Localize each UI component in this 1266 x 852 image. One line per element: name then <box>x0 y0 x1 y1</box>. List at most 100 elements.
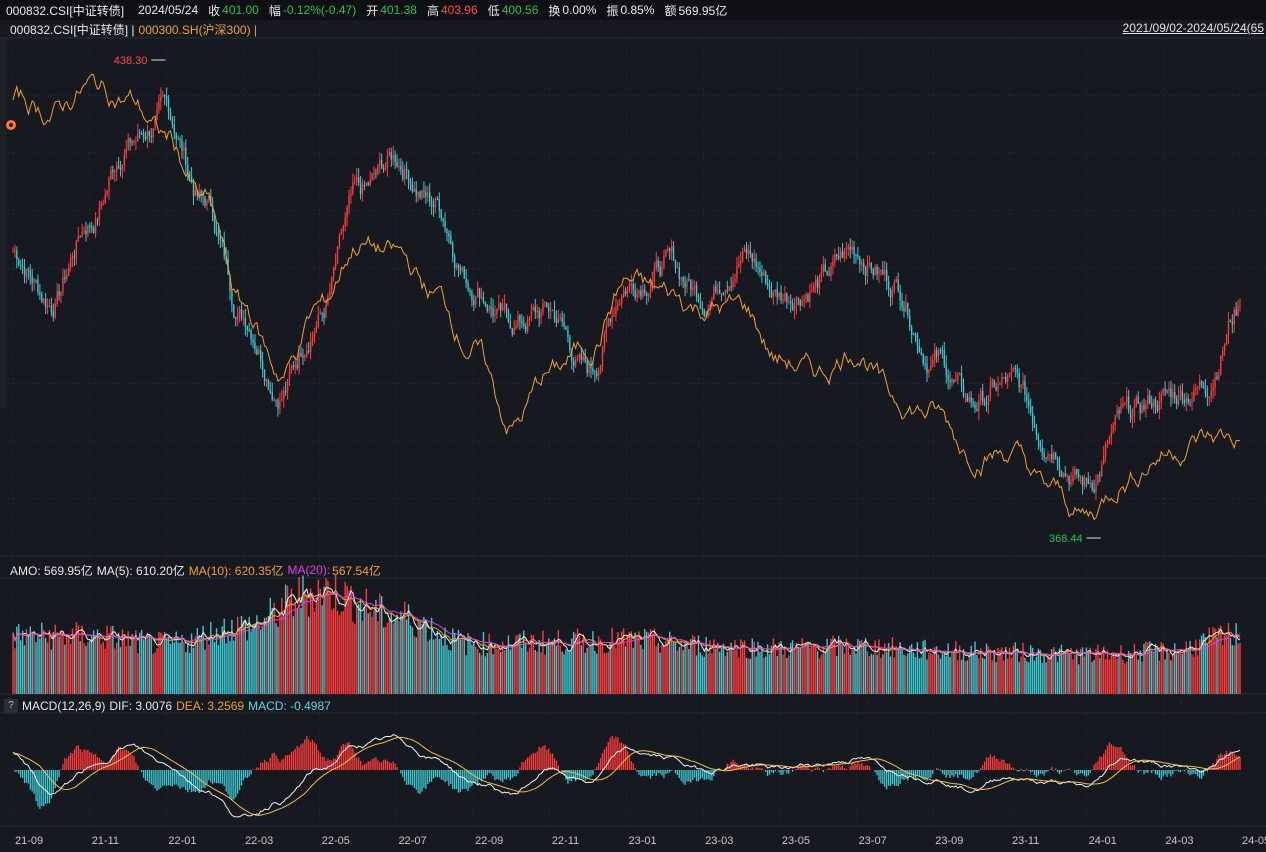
amo-bar <box>788 655 790 694</box>
candle-body <box>173 124 175 134</box>
date-range[interactable]: 2021/09/02-2024/05/24(65 <box>1122 21 1264 35</box>
candle-body <box>260 350 262 361</box>
amo-bar <box>473 641 475 694</box>
x-tick-label: 24-03 <box>1165 835 1193 847</box>
amo-bar <box>1175 654 1178 694</box>
amo-bar <box>315 600 318 694</box>
compare-line <box>12 73 1241 521</box>
candle-body <box>1016 369 1018 373</box>
amo-bar <box>413 636 416 694</box>
amplitude-value: 0.85% <box>620 3 655 17</box>
candle-body <box>448 233 450 237</box>
amo-bar <box>1172 654 1174 694</box>
amo-bar <box>1160 642 1162 694</box>
amo-bar <box>766 644 769 694</box>
candle-body <box>304 355 306 358</box>
candle-body <box>1012 367 1015 369</box>
candle-body <box>421 190 423 198</box>
dea-line <box>12 736 1241 816</box>
candle-body <box>148 131 151 137</box>
candle-body <box>64 277 66 280</box>
amo-bar <box>154 652 156 694</box>
security-code[interactable]: 000832.CSI[中证转债] <box>6 3 125 18</box>
candle-body <box>553 310 556 320</box>
amo-bar <box>1164 659 1166 694</box>
candle-body <box>909 315 911 328</box>
amo-bar <box>576 628 579 694</box>
candle-body <box>645 293 648 297</box>
amo-bar <box>1093 659 1095 694</box>
amo-bar <box>582 634 584 694</box>
amo-bar <box>951 652 953 694</box>
amo-bar <box>1183 649 1186 694</box>
candlestick-series <box>12 87 1241 501</box>
amo-bar <box>830 639 832 694</box>
amo-bar <box>874 640 876 694</box>
amount-value: 569.95亿 <box>678 3 728 18</box>
amo-bar <box>229 641 231 694</box>
amo-bar <box>332 608 335 694</box>
amo-bar <box>463 636 465 694</box>
amo-bar <box>181 634 183 694</box>
candle-body <box>763 271 765 276</box>
candle-body <box>25 269 28 277</box>
amo-bar <box>323 586 325 694</box>
candle-body <box>651 281 654 290</box>
amo-bar <box>1223 635 1226 694</box>
primary-series-label[interactable]: 000832.CSI[中证转债] | <box>10 22 135 37</box>
candle-body <box>962 385 965 396</box>
amo-bar <box>417 619 419 694</box>
amo-bar <box>682 650 684 694</box>
amo-bar <box>69 643 72 694</box>
candle-body <box>185 147 187 165</box>
candle-body <box>574 359 577 366</box>
amo-bar <box>325 578 327 694</box>
amo-bar <box>930 653 932 694</box>
candle-body <box>899 290 901 301</box>
amo-bar <box>160 632 162 694</box>
candle-body <box>1014 367 1017 370</box>
candle-body <box>793 306 796 311</box>
candle-body <box>461 266 464 271</box>
amount-label: 额 <box>664 3 677 18</box>
candle-body <box>1239 306 1241 308</box>
amo-bar <box>91 636 93 694</box>
amo-bar <box>989 649 992 694</box>
amo-bar <box>1177 650 1180 694</box>
candle-body <box>31 275 33 283</box>
amo-bar <box>492 654 494 694</box>
amo-bar <box>169 644 172 694</box>
amo-bar <box>1187 649 1189 694</box>
amo-bar <box>507 635 510 694</box>
candle-body <box>334 262 337 268</box>
candle-body <box>1041 447 1043 453</box>
candle-body <box>1120 406 1122 414</box>
amo-bar <box>1039 649 1042 694</box>
amo-bar <box>48 630 51 694</box>
compare-series-label[interactable]: 000300.SH(沪深300) | <box>138 22 258 37</box>
candle-body <box>471 292 473 301</box>
side-toolbar[interactable] <box>0 38 7 408</box>
amo-bar <box>862 644 865 694</box>
amo-bar <box>669 631 671 694</box>
candle-body <box>751 253 753 262</box>
amo-bar <box>676 650 679 694</box>
amo-bar <box>321 605 323 694</box>
amo-bar <box>148 634 151 694</box>
candle-body <box>137 133 139 142</box>
amo-bar <box>768 654 771 694</box>
amo-ma5-line <box>12 587 1241 660</box>
amo-bar <box>1033 660 1036 694</box>
amo-bar <box>423 616 425 694</box>
macd-name[interactable]: MACD(12,26,9) <box>22 699 106 713</box>
x-tick-label: 21-11 <box>92 835 119 847</box>
amo-bar <box>271 607 273 694</box>
candle-body <box>217 232 220 236</box>
amo-bar <box>709 640 711 694</box>
candle-body <box>599 365 602 371</box>
amo-bar <box>521 647 523 694</box>
macd-legend: ? MACD(12,26,9) DIF: 3.0076 DEA: 3.2569 … <box>0 697 331 715</box>
candle-body <box>601 347 604 366</box>
help-icon[interactable]: ? <box>4 699 18 713</box>
